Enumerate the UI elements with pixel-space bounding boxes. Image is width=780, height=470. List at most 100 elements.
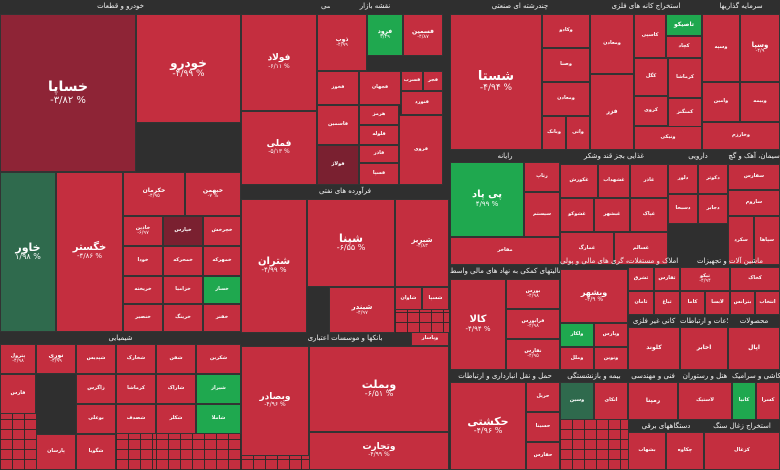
stock-tile[interactable]: ثفارس: [654, 267, 680, 291]
stock-tile[interactable]: چکاوه: [666, 432, 704, 470]
stock-tile[interactable]: انتخاب: [755, 291, 780, 315]
stock-tile[interactable]: کاسپی: [634, 14, 666, 58]
stock-tile[interactable]: دلور: [668, 164, 698, 194]
stock-tile[interactable]: شاوان: [395, 287, 422, 310]
stock-tile[interactable]: وبشهر -۴/۹ %: [560, 269, 628, 323]
stock-tile[interactable]: فاسمین: [317, 105, 359, 145]
stock-tile[interactable]: کانیا: [732, 382, 756, 420]
stock-tile[interactable]: وسین: [560, 382, 594, 420]
stock-tile[interactable]: شتران -۴/۹۹ %: [241, 199, 307, 333]
stock-tile[interactable]: وپاسار: [411, 332, 449, 346]
stock-tile[interactable]: فجر: [423, 71, 443, 91]
stock-tile[interactable]: فملی -۵/۱۳ %: [241, 111, 317, 185]
stock-tile[interactable]: کزغال: [704, 432, 780, 470]
stock-tile[interactable]: کمنگنز: [668, 98, 702, 128]
stock-tile[interactable]: خپارس: [163, 216, 203, 246]
stock-tile[interactable]: ثباغ: [654, 291, 680, 315]
stock-tile[interactable]: بشهاب: [628, 432, 666, 470]
stock-tile[interactable]: وبیمه: [740, 82, 780, 122]
stock-tile[interactable]: وبملت -۶/۵۱ %: [309, 346, 449, 432]
stock-tile[interactable]: فولاژ: [317, 145, 359, 185]
stock-tile[interactable]: خاور ۱/۹۸ %: [0, 172, 56, 332]
stock-tile[interactable]: اپال: [728, 327, 780, 370]
stock-tile[interactable]: وصنا: [542, 48, 590, 82]
stock-tile[interactable]: خبهمن -۷ %: [185, 172, 241, 216]
stock-tile[interactable]: کاما: [680, 291, 705, 315]
stock-tile[interactable]: کالا -۴/۹۴ %: [450, 279, 506, 370]
stock-tile[interactable]: وسپا -۴/۹: [740, 14, 780, 82]
stock-tile[interactable]: فاذر: [359, 145, 399, 163]
stock-tile[interactable]: اتکای: [594, 382, 628, 420]
stock-tile[interactable]: لابسا: [705, 291, 730, 315]
stock-tile[interactable]: پی پاد ۴/۹۹ %: [450, 162, 524, 237]
stock-tile[interactable]: هرمز: [359, 105, 399, 125]
stock-tile[interactable]: فلوله: [359, 125, 399, 145]
stock-tile[interactable]: حسینا: [526, 412, 560, 442]
stock-tile[interactable]: سفارس: [728, 164, 780, 190]
stock-tile[interactable]: غبشهر: [594, 198, 630, 232]
stock-tile[interactable]: فزر: [590, 74, 634, 150]
stock-tile[interactable]: شبریز -۴/۸۳: [395, 199, 449, 287]
stock-tile[interactable]: غپاک: [630, 198, 668, 232]
stock-tile[interactable]: فرود ۲/۴۹: [367, 14, 403, 56]
stock-tile[interactable]: کخاک: [730, 267, 780, 291]
stock-tile[interactable]: رمپنا: [628, 382, 678, 420]
stock-tile[interactable]: شفن: [156, 344, 196, 374]
stock-tile[interactable]: غشهداب: [598, 164, 630, 198]
stock-tile[interactable]: شصدف: [116, 404, 156, 434]
stock-tile[interactable]: دجابر: [698, 194, 728, 224]
stock-tile[interactable]: غاذر: [630, 164, 668, 198]
stock-tile[interactable]: خریخته: [123, 276, 163, 304]
stock-tile[interactable]: خودرو -۴/۹۹ %: [136, 14, 241, 123]
stock-tile[interactable]: غکورش: [560, 164, 598, 198]
stock-tile[interactable]: کرماشا: [116, 374, 156, 404]
stock-tile[interactable]: خچرخش: [203, 216, 241, 246]
stock-tile[interactable]: شیراز: [196, 374, 241, 404]
stock-tile[interactable]: خگستر -۴/۸۶ %: [56, 172, 123, 332]
stock-tile[interactable]: نوری -۴/۹۹: [36, 344, 76, 374]
stock-tile[interactable]: کروی: [634, 96, 668, 126]
stock-tile[interactable]: ونوین: [594, 347, 628, 370]
stock-tile[interactable]: فروی: [399, 115, 443, 185]
stock-tile[interactable]: غسالم: [614, 232, 668, 265]
stock-tile[interactable]: ومعادن: [590, 14, 634, 74]
stock-tile[interactable]: خاذین -۶/۹۷: [123, 216, 163, 246]
stock-tile[interactable]: اخابر: [680, 327, 728, 370]
stock-tile[interactable]: کلوند: [628, 327, 680, 370]
stock-tile[interactable]: کرماشا: [668, 58, 702, 98]
stock-tile[interactable]: سکرد: [728, 216, 754, 265]
stock-tile[interactable]: پترول -۴/۹۸: [0, 344, 36, 374]
stock-tile[interactable]: ومعادن: [542, 82, 590, 116]
stock-tile[interactable]: ساروم: [728, 190, 780, 216]
stock-tile[interactable]: خمهرکه: [203, 246, 241, 276]
stock-tile[interactable]: فارس: [0, 374, 36, 414]
stock-tile[interactable]: مفاخر: [450, 237, 560, 265]
stock-tile[interactable]: شکربن: [196, 344, 241, 374]
stock-tile[interactable]: خرینگ: [163, 304, 203, 332]
stock-tile[interactable]: شپدیس: [76, 344, 116, 374]
stock-tile[interactable]: خنصیر: [123, 304, 163, 332]
stock-tile[interactable]: دسبحا: [668, 194, 698, 224]
stock-tile[interactable]: پارسان: [36, 434, 76, 470]
stock-tile[interactable]: شاملا: [196, 404, 241, 434]
stock-tile[interactable]: خودا: [123, 246, 163, 276]
stock-tile[interactable]: زاگرس: [76, 374, 116, 404]
stock-tile[interactable]: ثامان: [628, 291, 654, 315]
stock-tile[interactable]: شخارک: [116, 344, 156, 374]
stock-tile[interactable]: شبندر -۴/۹۷: [329, 287, 395, 333]
stock-tile[interactable]: خفنر: [203, 304, 241, 332]
stock-tile[interactable]: فخوز: [317, 71, 359, 105]
stock-tile[interactable]: شپنا -۶/۵۵ %: [307, 199, 395, 287]
stock-tile[interactable]: شکلر: [156, 404, 196, 434]
stock-tile[interactable]: فسرب: [401, 71, 423, 91]
stock-tile[interactable]: فولاد -۶/۱۱ %: [241, 14, 317, 111]
stock-tile[interactable]: لاستیک: [678, 382, 732, 420]
stock-tile[interactable]: خمحرکه: [163, 246, 203, 276]
stock-tile[interactable]: حفارس: [526, 442, 560, 470]
stock-tile[interactable]: شستا -۴/۹۴ %: [450, 14, 542, 150]
stock-tile[interactable]: وبانک: [542, 116, 566, 150]
stock-tile[interactable]: واتی: [566, 116, 590, 150]
stock-tile[interactable]: خساپا -۳/۸۲ %: [0, 14, 136, 172]
stock-tile[interactable]: حکشتی -۴/۹۶ %: [450, 382, 526, 470]
stock-tile[interactable]: دکوثر: [698, 164, 728, 194]
